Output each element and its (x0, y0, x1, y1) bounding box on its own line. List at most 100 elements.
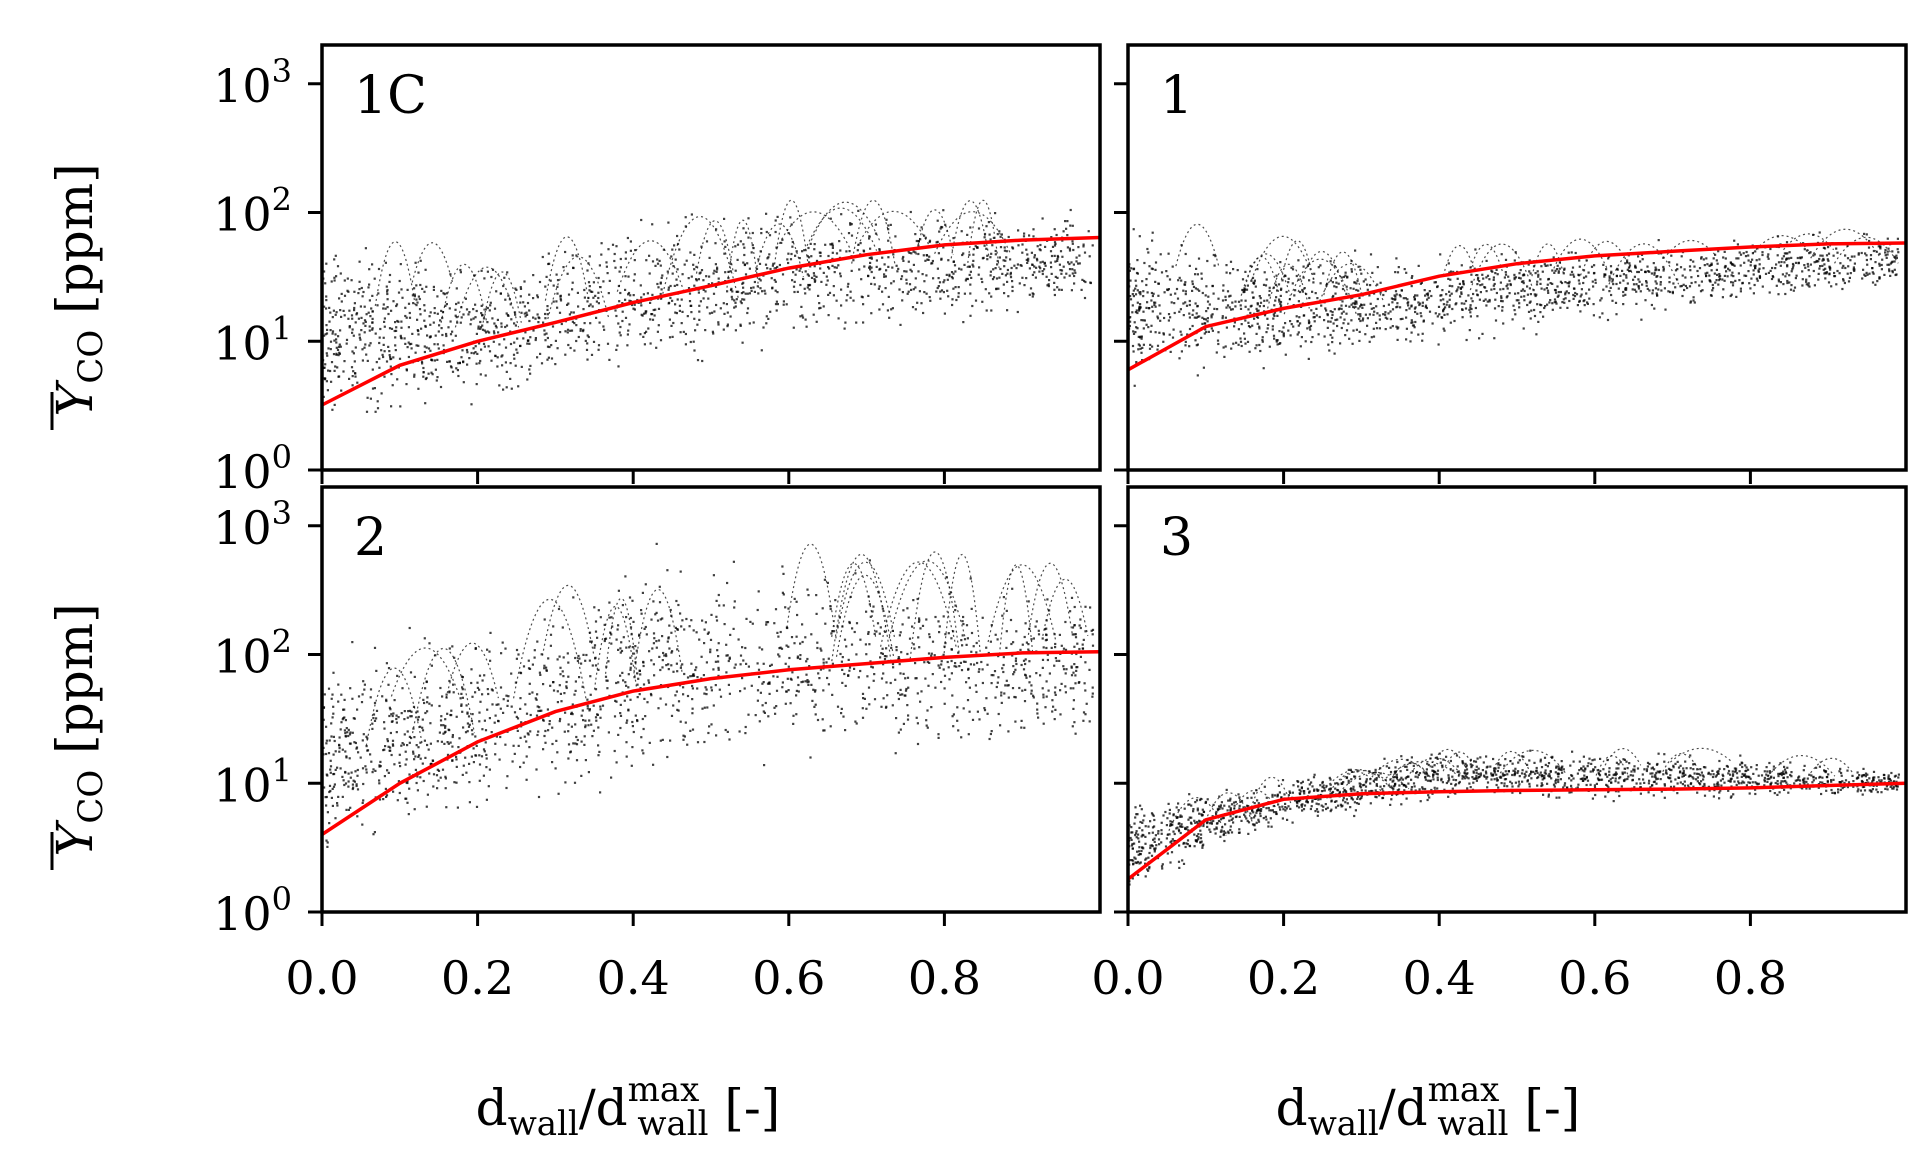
scatter-point (505, 324, 509, 327)
scatter-point (1136, 327, 1139, 330)
scatter-point (1648, 289, 1651, 292)
scatter-point (1469, 315, 1472, 318)
scatter-point (466, 351, 469, 354)
scatter-point (761, 290, 764, 293)
scatter-point (544, 729, 547, 733)
scatter-point (805, 325, 808, 328)
scatter-point (1827, 281, 1831, 284)
scatter-point (1007, 684, 1010, 687)
scatter-point (1460, 302, 1463, 305)
scatter-point (583, 296, 586, 299)
scatter-point (689, 675, 692, 678)
scatter-point (345, 342, 348, 345)
scatter-point (441, 768, 445, 771)
scatter-point (537, 730, 540, 733)
scatter-point (529, 730, 532, 733)
scatter-point (738, 730, 741, 733)
scatter-point (649, 318, 652, 321)
scatter-point (726, 311, 729, 314)
scatter-point (498, 758, 501, 761)
scatter-point (627, 291, 631, 295)
scatter-point (1173, 311, 1176, 315)
scatter-point (348, 326, 351, 329)
scatter-point (1857, 253, 1860, 256)
scatter-point (404, 306, 407, 309)
scatter-point (963, 292, 966, 295)
scatter-point (1053, 718, 1056, 721)
scatter-point (621, 604, 624, 607)
scatter-point (543, 667, 546, 670)
scatter-point (583, 288, 586, 292)
scatter-point (348, 309, 351, 312)
trace-arc (1175, 223, 1220, 267)
scatter-point (619, 257, 622, 261)
scatter-point (365, 313, 368, 316)
scatter-point (626, 344, 629, 347)
scatter-point (868, 703, 871, 706)
scatter-point (902, 722, 905, 725)
scatter-point (648, 254, 651, 257)
scatter-point (1194, 273, 1197, 276)
scatter-point (1054, 686, 1057, 689)
scatter-point (1268, 289, 1271, 292)
scatter-point (514, 681, 517, 684)
scatter-point (1205, 310, 1208, 313)
scatter-point (470, 318, 473, 321)
scatter-point (655, 346, 658, 349)
scatter-point (972, 248, 975, 251)
scatter-point (1511, 318, 1514, 321)
scatter-point (1625, 288, 1628, 291)
scatter-point (1832, 254, 1835, 257)
scatter-point (1603, 275, 1606, 278)
scatter-point (481, 314, 484, 317)
scatter-point (840, 288, 843, 291)
scatter-point (1069, 224, 1072, 227)
scatter-point (963, 638, 967, 641)
scatter-point (952, 272, 955, 275)
scatter-point (1609, 265, 1613, 268)
scatter-point (1014, 659, 1017, 663)
scatter-point (1637, 287, 1641, 290)
scatter-point (504, 346, 508, 349)
scatter-point (1296, 333, 1299, 336)
scatter-point (509, 303, 512, 306)
scatter-point (1132, 350, 1135, 353)
scatter-point (1158, 304, 1161, 307)
scatter-point (324, 363, 327, 366)
scatter-point (1319, 282, 1322, 285)
scatter-point (732, 627, 735, 630)
scatter-point (364, 247, 367, 250)
scatter-point (632, 307, 635, 310)
scatter-point (651, 647, 654, 650)
scatter-point (549, 644, 552, 647)
scatter-point (723, 312, 726, 315)
scatter-point (840, 712, 843, 715)
scatter-point (523, 312, 526, 315)
scatter-point (859, 242, 862, 245)
scatter-point (1717, 283, 1720, 286)
scatter-point (1761, 251, 1764, 254)
scatter-point (1302, 314, 1305, 317)
scatter-point (1256, 268, 1259, 271)
scatter-point (1173, 302, 1176, 305)
scatter-point (1149, 330, 1152, 333)
scatter-point (465, 771, 468, 774)
scatter-point (567, 675, 570, 678)
scatter-point (975, 641, 978, 645)
scatter-point (1572, 273, 1575, 276)
scatter-point (373, 277, 376, 280)
scatter-point (1893, 268, 1896, 271)
scatter-point (584, 339, 587, 342)
scatter-point (338, 343, 341, 346)
scatter-point (661, 738, 664, 741)
scatter-point (1134, 293, 1138, 296)
scatter-point (828, 267, 831, 270)
scatter-point (1073, 282, 1076, 285)
scatter-point (773, 706, 776, 709)
scatter-point (1567, 292, 1570, 295)
scatter-point (406, 288, 409, 291)
scatter-point (361, 295, 364, 298)
scatter-point (339, 329, 342, 332)
scatter-point (1715, 279, 1718, 282)
scatter-point (417, 387, 420, 390)
